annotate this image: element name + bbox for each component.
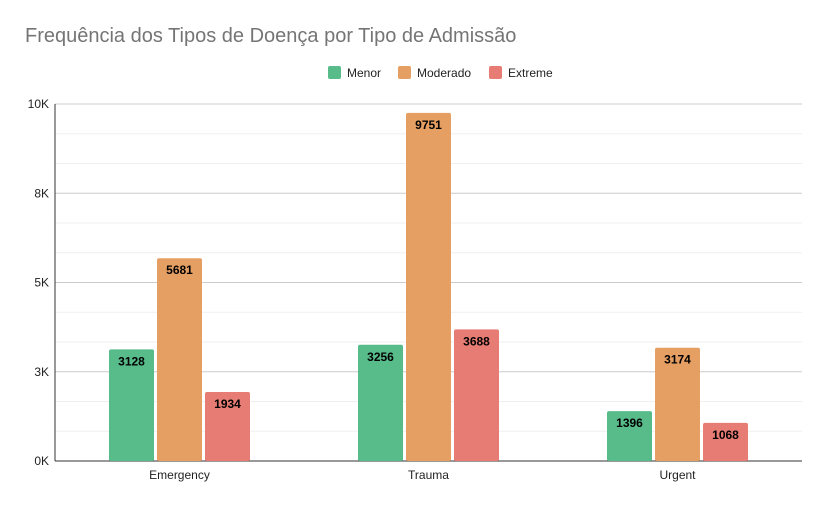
x-tick-label: Trauma xyxy=(408,468,449,482)
legend-swatch-moderado xyxy=(398,66,411,79)
y-tick-label: 5K xyxy=(34,276,49,290)
y-tick-label: 8K xyxy=(34,186,49,200)
bar-menor-emergency xyxy=(109,349,154,461)
legend-label-extreme: Extreme xyxy=(508,66,553,80)
data-label: 1934 xyxy=(214,397,241,411)
y-tick-label: 0K xyxy=(34,454,49,468)
bar-extreme-urgent xyxy=(703,422,748,461)
legend-swatch-extreme xyxy=(489,66,502,79)
bar-moderado-urgent xyxy=(655,347,700,461)
legend-label-moderado: Moderado xyxy=(417,66,471,80)
data-label: 5681 xyxy=(166,263,193,277)
bar-extreme-trauma xyxy=(454,329,499,461)
y-tick-label: 3K xyxy=(34,365,49,379)
y-tick-label: 10K xyxy=(28,97,49,111)
bar-moderado-trauma xyxy=(406,112,451,462)
x-tick-label: Emergency xyxy=(149,468,210,482)
data-label: 1396 xyxy=(616,416,643,430)
legend-swatch-menor xyxy=(328,66,341,79)
chart-title: Frequência dos Tipos de Doença por Tipo … xyxy=(25,25,517,47)
bar-menor-urgent xyxy=(607,411,652,461)
data-label: 3174 xyxy=(664,353,691,367)
data-label: 3128 xyxy=(118,354,145,368)
bar-menor-trauma xyxy=(358,344,403,461)
data-label: 3688 xyxy=(463,334,490,348)
bar-extreme-emergency xyxy=(205,391,250,461)
data-label: 1068 xyxy=(712,428,739,442)
legend-label-menor: Menor xyxy=(347,66,381,80)
x-tick-label: Urgent xyxy=(659,468,696,482)
data-label: 9751 xyxy=(415,118,442,132)
data-label: 3256 xyxy=(367,350,394,364)
bar-moderado-emergency xyxy=(157,258,202,461)
